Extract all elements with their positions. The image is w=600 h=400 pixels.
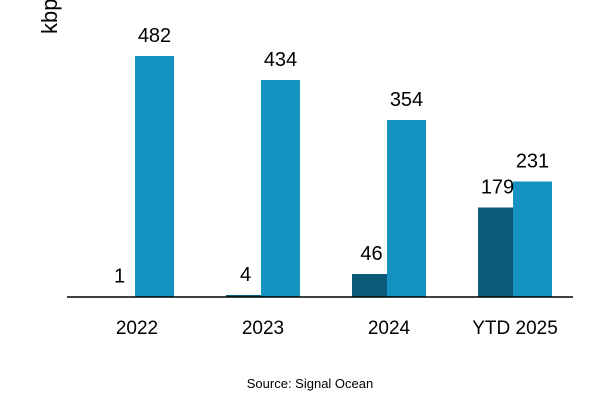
source-note: Source: Signal Ocean [247,376,373,391]
bar-2023-series-1 [226,295,265,297]
category-label-2024: 2024 [368,318,411,339]
bar-2024-series-2 [387,120,426,297]
category-label-2023: 2023 [242,318,284,339]
bar-2023-series-2 [261,80,300,297]
bars-group [100,56,552,297]
data-label-2024-series-1: 46 [360,243,382,265]
bar-ytd-2025-series-2 [513,181,552,297]
data-label-2024-series-2: 354 [390,89,423,111]
data-label-ytd-2025-series-2: 231 [516,151,549,173]
bar-2022-series-2 [135,56,174,297]
data-label-2023-series-1: 4 [240,264,251,286]
category-labels-group: 2022 2023 2024 YTD 2025 [116,318,558,339]
data-label-2023-series-2: 434 [264,49,297,71]
category-label-ytd-2025: YTD 2025 [472,318,558,339]
category-label-2022: 2022 [116,318,158,339]
data-label-2022-series-1: 1 [114,266,125,288]
data-label-2022-series-2: 482 [138,25,171,47]
data-label-ytd-2025-series-1: 179 [481,177,514,199]
bar-ytd-2025-series-1 [478,207,517,297]
y-axis-label: kbp [37,0,62,34]
bar-2024-series-1 [352,274,391,297]
